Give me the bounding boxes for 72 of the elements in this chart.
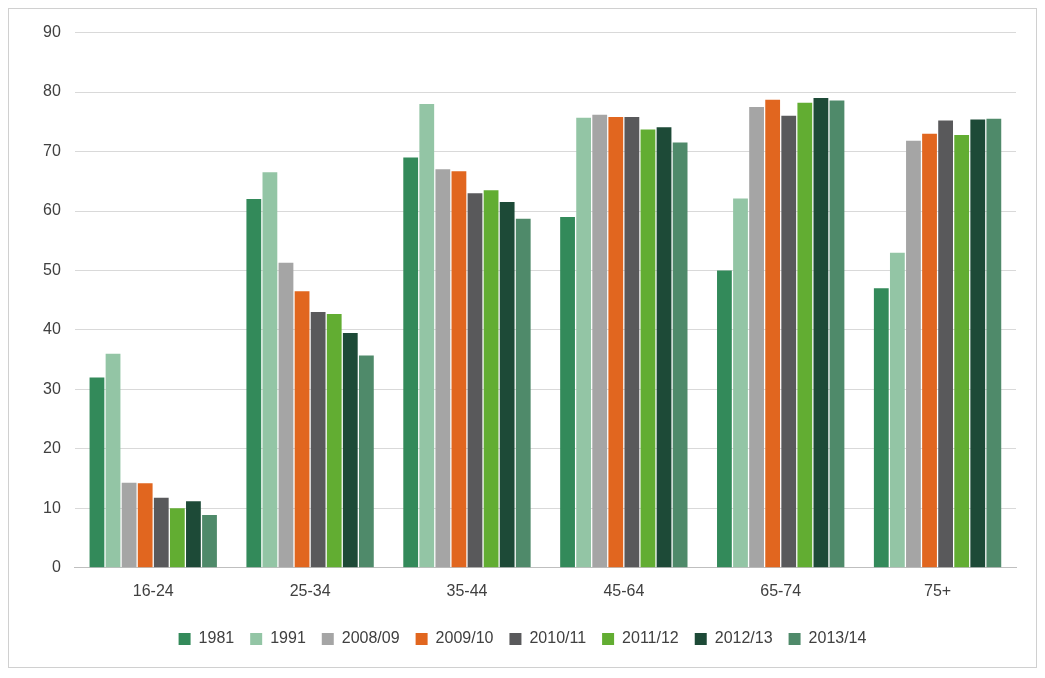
bar	[451, 171, 467, 568]
bar	[970, 119, 986, 568]
bar	[797, 102, 813, 568]
y-tick-label: 90	[43, 23, 61, 41]
y-tick-label: 70	[43, 141, 61, 159]
legend-label: 2010/11	[529, 629, 587, 647]
y-tick-label: 20	[43, 439, 61, 457]
bar	[733, 198, 748, 568]
x-tick-label: 75+	[924, 581, 952, 599]
y-tick-label: 50	[43, 260, 61, 278]
bar	[121, 482, 137, 568]
bar	[813, 98, 829, 568]
bar	[467, 193, 483, 568]
bar	[922, 133, 937, 568]
bar	[873, 288, 889, 568]
bar	[560, 216, 575, 568]
bar	[938, 120, 953, 568]
bar	[656, 127, 672, 568]
bar	[954, 134, 970, 568]
bar	[906, 140, 921, 568]
x-tick-label: 25-34	[289, 581, 331, 599]
bar	[576, 117, 592, 568]
bar	[765, 99, 781, 568]
bar	[640, 129, 656, 568]
y-tick-label: 40	[43, 320, 61, 338]
bar	[717, 270, 732, 568]
bar	[186, 501, 201, 568]
y-tick-label: 0	[51, 558, 61, 576]
bar	[515, 218, 531, 568]
bar	[326, 313, 342, 568]
bar	[889, 252, 905, 568]
bar	[624, 117, 640, 568]
x-tick-label: 35-44	[446, 581, 488, 599]
x-tick-label: 65-74	[760, 581, 802, 599]
legend-label: 1991	[270, 629, 306, 647]
bar	[749, 106, 764, 568]
bar	[262, 172, 278, 568]
bar	[342, 332, 358, 568]
bar	[137, 483, 153, 568]
bar	[986, 118, 1002, 568]
bar	[419, 103, 435, 568]
legend-label: 1981	[198, 629, 235, 647]
bar	[829, 100, 845, 568]
legend-label: 2012/13	[714, 629, 773, 647]
bar	[246, 199, 262, 568]
bar	[608, 117, 624, 568]
y-tick-label: 80	[43, 82, 61, 100]
bar	[592, 114, 608, 568]
y-tick-label: 60	[43, 201, 61, 219]
bar	[278, 262, 294, 568]
bar	[781, 115, 797, 568]
bar	[483, 190, 499, 568]
legend-label: 2008/09	[341, 629, 400, 647]
bar	[153, 497, 169, 568]
bar	[202, 514, 217, 568]
bar	[89, 377, 105, 568]
bar	[294, 291, 310, 568]
legend-label: 2013/14	[808, 629, 867, 647]
legend-label: 2009/10	[435, 629, 494, 647]
legend-label: 2011/12	[622, 629, 679, 647]
bar	[169, 508, 185, 568]
y-tick-label: 10	[43, 498, 61, 516]
bar	[499, 202, 515, 568]
x-tick-label: 45-64	[603, 581, 645, 599]
bar	[435, 169, 451, 568]
x-tick-label: 16-24	[132, 581, 174, 599]
bar	[403, 157, 419, 568]
bar	[358, 355, 374, 568]
bar	[310, 312, 326, 568]
bar	[105, 353, 121, 568]
bar	[672, 142, 688, 568]
y-tick-label: 30	[43, 379, 61, 397]
